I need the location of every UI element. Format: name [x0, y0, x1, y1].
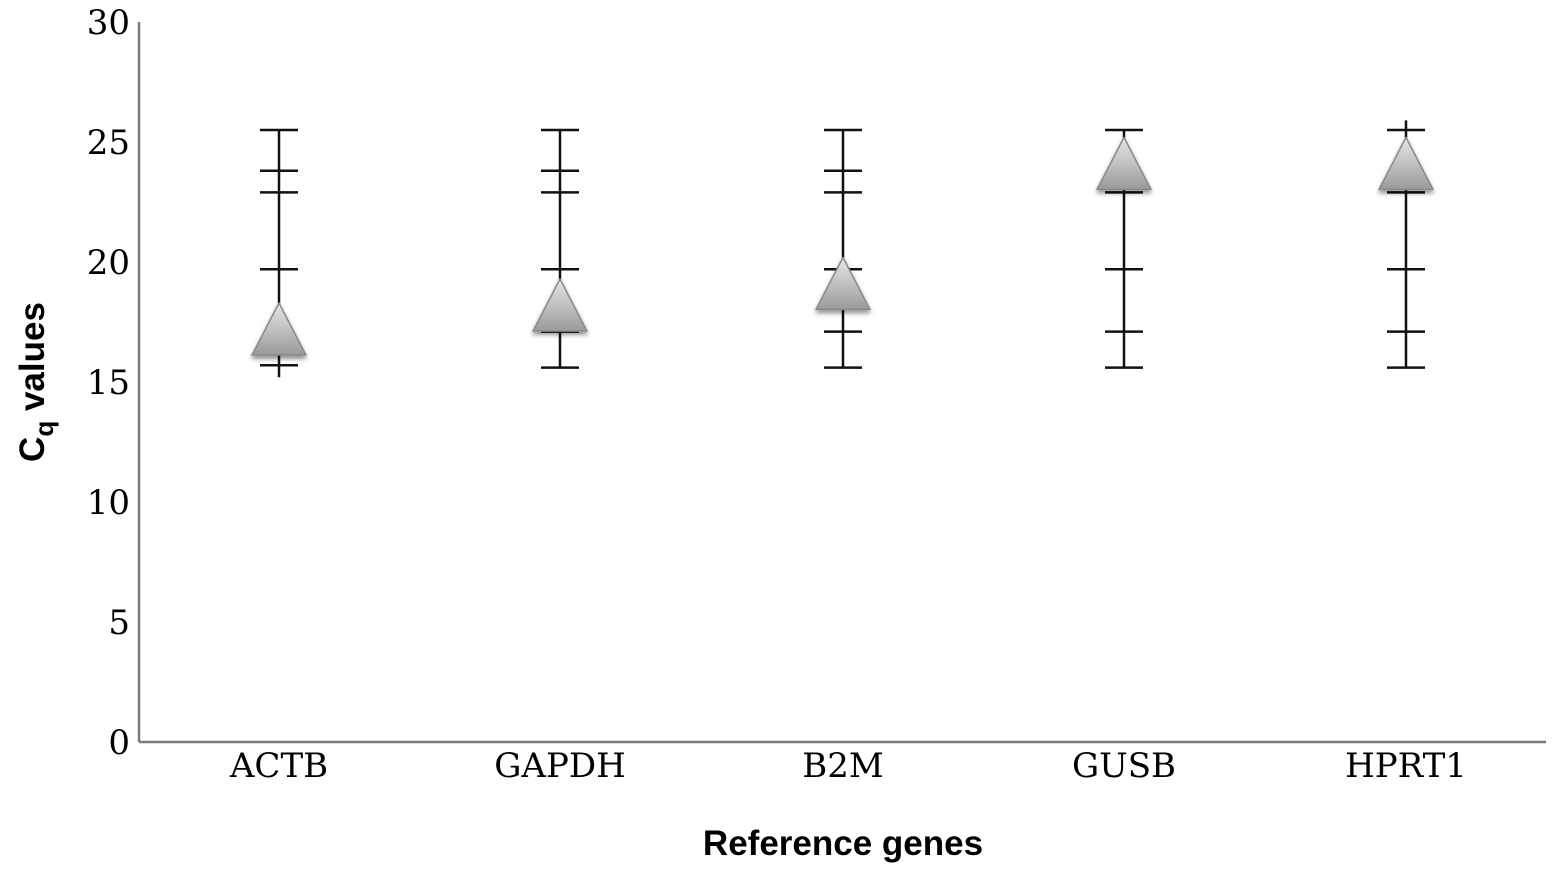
x-tick-labels: ACTB GAPDH B2M GUSB HPRT1	[229, 746, 1467, 786]
x-tick-label: HPRT1	[1345, 746, 1467, 786]
x-tick-label: GUSB	[1072, 746, 1176, 786]
x-tick-label: ACTB	[229, 746, 328, 786]
data-point-marker	[1378, 136, 1434, 191]
x-axis-title: Reference genes	[703, 824, 983, 863]
y-tick-label: 20	[87, 243, 130, 283]
x-tick-label: B2M	[802, 746, 883, 786]
y-axis-title-main: C	[13, 437, 52, 462]
y-axis-title-sub: q	[29, 421, 59, 437]
y-tick-label: 15	[87, 363, 130, 403]
data-point-marker	[532, 278, 588, 332]
y-axis-title: Cq values	[13, 302, 59, 462]
y-tick-label: 10	[87, 483, 130, 523]
x-tick-label: GAPDH	[494, 746, 626, 786]
y-axis-title-rest: values	[13, 302, 52, 421]
data-point-marker	[251, 302, 307, 356]
y-tick-label: 30	[87, 3, 130, 43]
data-markers	[251, 136, 1434, 356]
y-tick-labels: 0 5 10 15 20 25 30	[87, 3, 130, 763]
data-point-marker	[815, 256, 871, 311]
error-bars	[260, 120, 1425, 378]
y-tick-label: 0	[108, 723, 130, 763]
data-point-marker	[1096, 136, 1152, 191]
y-tick-label: 25	[87, 123, 130, 163]
y-tick-label: 5	[108, 603, 130, 643]
